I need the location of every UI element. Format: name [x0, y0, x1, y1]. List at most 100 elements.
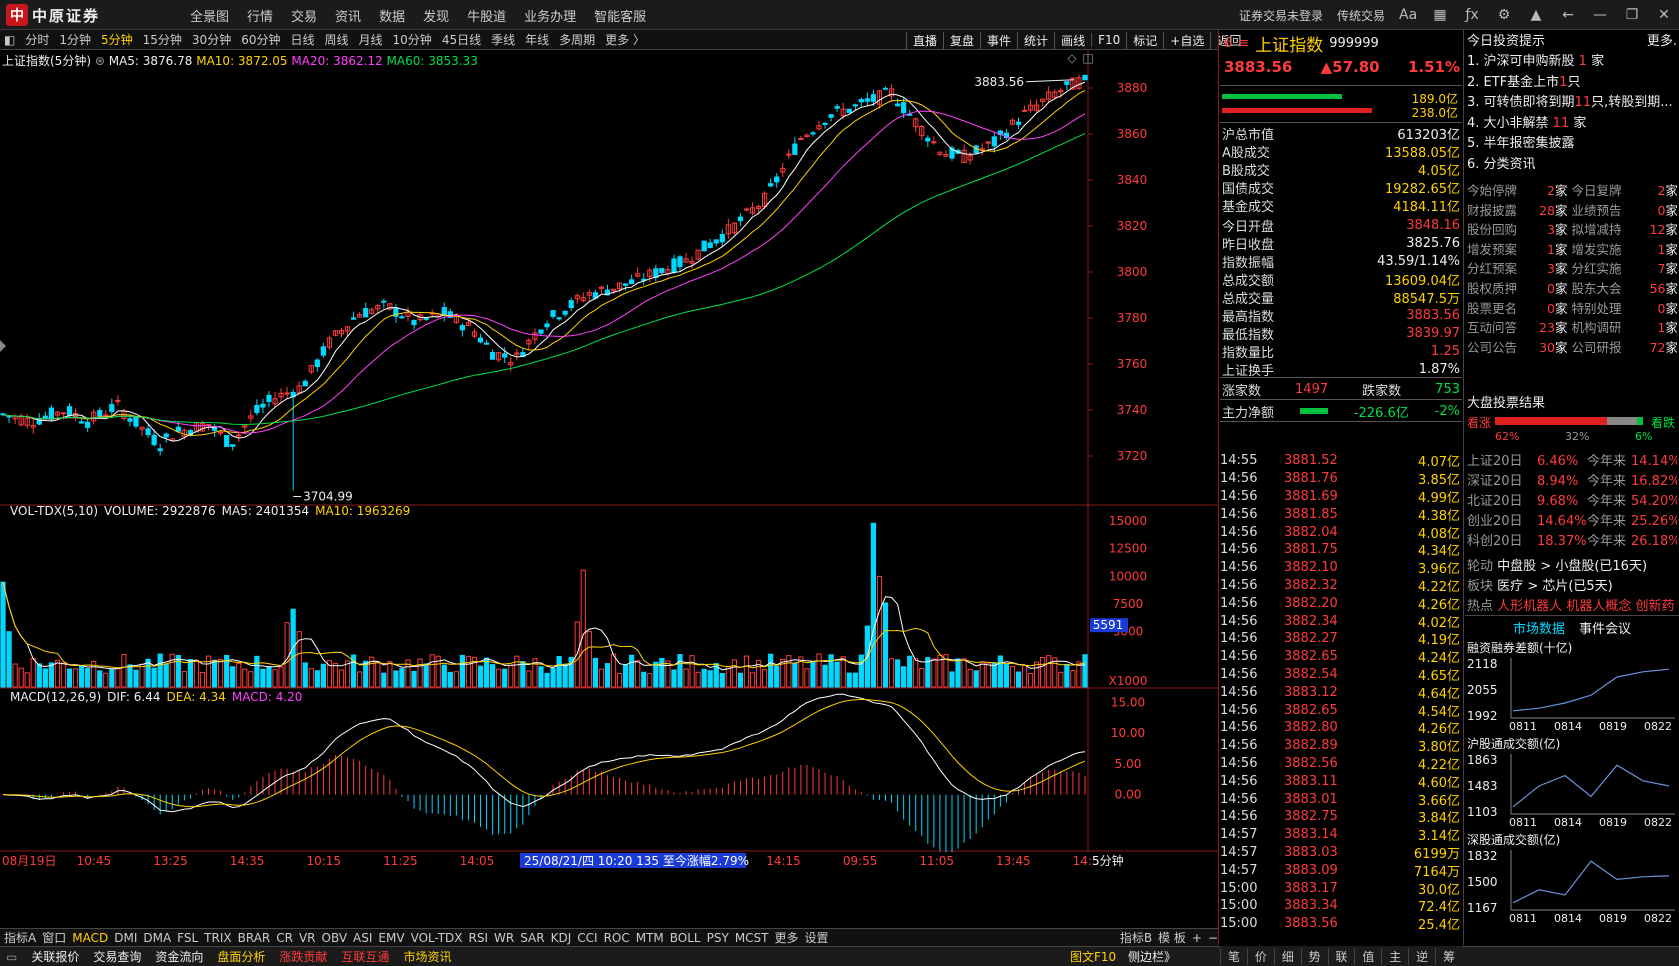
status-link[interactable]: 盘面分析	[217, 950, 266, 964]
close-icon[interactable]: ✕	[1658, 7, 1670, 23]
period-tab[interactable]: 5分钟	[101, 33, 133, 47]
news-more-link[interactable]: 更多.	[1646, 34, 1677, 49]
period-tab[interactable]: 年线	[525, 33, 550, 47]
indicator-tab[interactable]: 指标A	[4, 931, 37, 945]
sector-row[interactable]: 板块 医疗 > 芯片(已5天)	[1467, 579, 1613, 594]
period-tab[interactable]: 日线	[290, 33, 315, 47]
quote-tab[interactable]: 值	[1354, 947, 1381, 965]
period-tab[interactable]: 分时	[25, 33, 50, 47]
indicator-tab[interactable]: DMI	[114, 930, 138, 945]
restore-icon[interactable]: ❐	[1625, 7, 1639, 23]
tick-list[interactable]: 14:55 3881.52 4.07亿 14:56 3881.76 3.85亿 14:56 3…	[1220, 452, 1462, 933]
skin-icon[interactable]: ▲	[1530, 7, 1542, 23]
quote-tab[interactable]: 联	[1327, 947, 1355, 965]
period-tab[interactable]: 30分钟	[191, 33, 232, 47]
kline-chart[interactable]: 3880 3860 3840 3820 3800 3780 3760 3740 3720 1500…	[0, 50, 1218, 926]
menu-item[interactable]: 业务办理	[524, 9, 577, 25]
mark-button[interactable]: 标记	[1126, 31, 1163, 49]
period-tab[interactable]: 45日线	[441, 33, 482, 47]
event-button[interactable]: 事件	[980, 31, 1017, 49]
period-tab[interactable]: 月线	[358, 33, 383, 47]
period-tab[interactable]: 季线	[491, 33, 516, 47]
indicator-tab[interactable]: MTM	[635, 930, 664, 945]
news-item[interactable]: 5. 半年报密集披露	[1467, 136, 1575, 151]
index-perf-row[interactable]: 创业20日 14.64%今年来 25.26%	[1467, 514, 1677, 529]
event-stat-row[interactable]: 股票更名 0家 特别处理 0家	[1467, 300, 1677, 316]
event-stat-row[interactable]: 股权质押 0家 股东大会 56家	[1467, 281, 1677, 296]
add-watchlist-button[interactable]: +自选	[1163, 31, 1210, 49]
menu-item[interactable]: 智能客服	[594, 9, 647, 25]
back-arrow-icon[interactable]: ←	[1562, 7, 1574, 23]
event-stat-row[interactable]: 今始停牌 2家 今日复牌 2家	[1467, 183, 1677, 198]
status-link[interactable]: 互联互通	[341, 950, 390, 964]
news-item[interactable]: 3. 可转债即将到期11只,转股到期...	[1467, 95, 1673, 110]
indicator-tab[interactable]: BRAR	[237, 930, 271, 945]
event-stat-row[interactable]: 互动问答 23家 机构调研 1家	[1467, 320, 1677, 336]
hot-row[interactable]: 热点 人形机器人 机器人概念 创新药	[1467, 599, 1675, 614]
indicator-tab[interactable]: WR	[494, 930, 515, 945]
quote-tab[interactable]: 筹	[1435, 947, 1462, 965]
index-perf-row[interactable]: 上证20日 6.46% 今年来 14.14%	[1467, 454, 1677, 469]
period-tab[interactable]: 10分钟	[392, 33, 432, 47]
period-tab[interactable]: 15分钟	[142, 33, 182, 47]
formula-icon[interactable]: ƒx	[1465, 7, 1479, 23]
indicator-control[interactable]: −	[1207, 930, 1218, 945]
menu-item[interactable]: 牛股道	[467, 9, 507, 25]
sidebar-toggle[interactable]: 侧边栏》	[1128, 950, 1177, 964]
trade-mode[interactable]: 传统交易	[1336, 8, 1385, 23]
minimize-icon[interactable]: —	[1593, 7, 1607, 23]
quote-tab[interactable]: 价	[1246, 947, 1274, 965]
menu-item[interactable]: 交易	[291, 9, 318, 25]
indicator-tab[interactable]: VOL-TDX	[410, 930, 463, 945]
indicator-tab[interactable]: PSY	[706, 930, 729, 945]
index-perf-row[interactable]: 深证20日 8.94% 今年来 16.82%	[1467, 474, 1677, 489]
indicator-tab[interactable]: 窗口	[42, 931, 67, 945]
indicator-tab[interactable]: BOLL	[669, 930, 701, 945]
draw-button[interactable]: 画线	[1054, 31, 1091, 49]
quote-tab[interactable]: 主	[1381, 947, 1408, 965]
news-item[interactable]: 6. 分类资讯	[1467, 156, 1536, 172]
stats-button[interactable]: 统计	[1017, 31, 1054, 49]
news-item[interactable]: 1. 沪深可申购新股 1 家	[1467, 54, 1605, 69]
tab-market-data[interactable]: 市场数据	[1512, 622, 1565, 637]
indicator-tab[interactable]: 更多	[774, 931, 799, 945]
index-perf-row[interactable]: 科创20日 18.37%今年来 26.18%	[1467, 534, 1677, 549]
gear-icon[interactable]: ⚙	[1497, 7, 1511, 23]
period-tab[interactable]: 多周期	[559, 33, 596, 47]
indicator-tab[interactable]: RSI	[468, 930, 489, 945]
indicator-tab[interactable]: TRIX	[204, 930, 232, 945]
news-item[interactable]: 2. ETF基金上市1只	[1467, 74, 1581, 90]
indicator-tab[interactable]: 设置	[804, 931, 829, 945]
menu-icon[interactable]: ≡	[1238, 35, 1250, 51]
settings-small-icon[interactable]: ⊛	[94, 54, 105, 68]
status-toggle-icon[interactable]: ▭	[6, 949, 18, 964]
status-link[interactable]: 市场资讯	[403, 950, 452, 964]
indicator-tab[interactable]: ROC	[603, 930, 630, 945]
event-stat-row[interactable]: 公司公告 30家 公司研报 72家	[1467, 339, 1677, 355]
news-item[interactable]: 4. 大小非解禁 11 家	[1467, 115, 1587, 131]
status-link[interactable]: 资金流向	[155, 950, 204, 964]
menu-item[interactable]: 资讯	[335, 9, 362, 25]
indicator-tab[interactable]: FSL	[177, 930, 199, 945]
event-stat-row[interactable]: 股份回购 3家 拟增减持 12家	[1467, 222, 1677, 238]
status-link[interactable]: 涨跌贡献	[279, 950, 328, 964]
menu-item[interactable]: 发现	[423, 9, 450, 25]
status-link[interactable]: 关联报价	[31, 950, 80, 964]
replay-button[interactable]: 复盘	[943, 31, 980, 49]
indicator-tab[interactable]: CR	[276, 930, 293, 945]
period-tab[interactable]: 更多 〉	[605, 33, 645, 47]
grid-icon[interactable]: ▦	[1433, 7, 1447, 23]
f10-button[interactable]: F10	[1091, 33, 1126, 47]
panel-toggle-icon[interactable]: ◧	[4, 32, 16, 47]
indicator-tab[interactable]: SAR	[520, 930, 545, 945]
indicator-tab[interactable]: CCI	[577, 930, 598, 945]
indicator-tab[interactable]: ASI	[353, 930, 373, 945]
menu-item[interactable]: 行情	[247, 9, 274, 25]
indicator-control[interactable]: +	[1191, 930, 1202, 945]
live-button[interactable]: 直播	[906, 31, 943, 49]
indicator-tab[interactable]: EMV	[378, 930, 405, 945]
indicator-tab[interactable]: DMA	[143, 930, 172, 945]
vote-bar[interactable]: 看涨 看跌	[1467, 414, 1675, 430]
quote-tab[interactable]: 笔	[1220, 947, 1247, 965]
tab-events[interactable]: 事件会议	[1579, 622, 1632, 637]
